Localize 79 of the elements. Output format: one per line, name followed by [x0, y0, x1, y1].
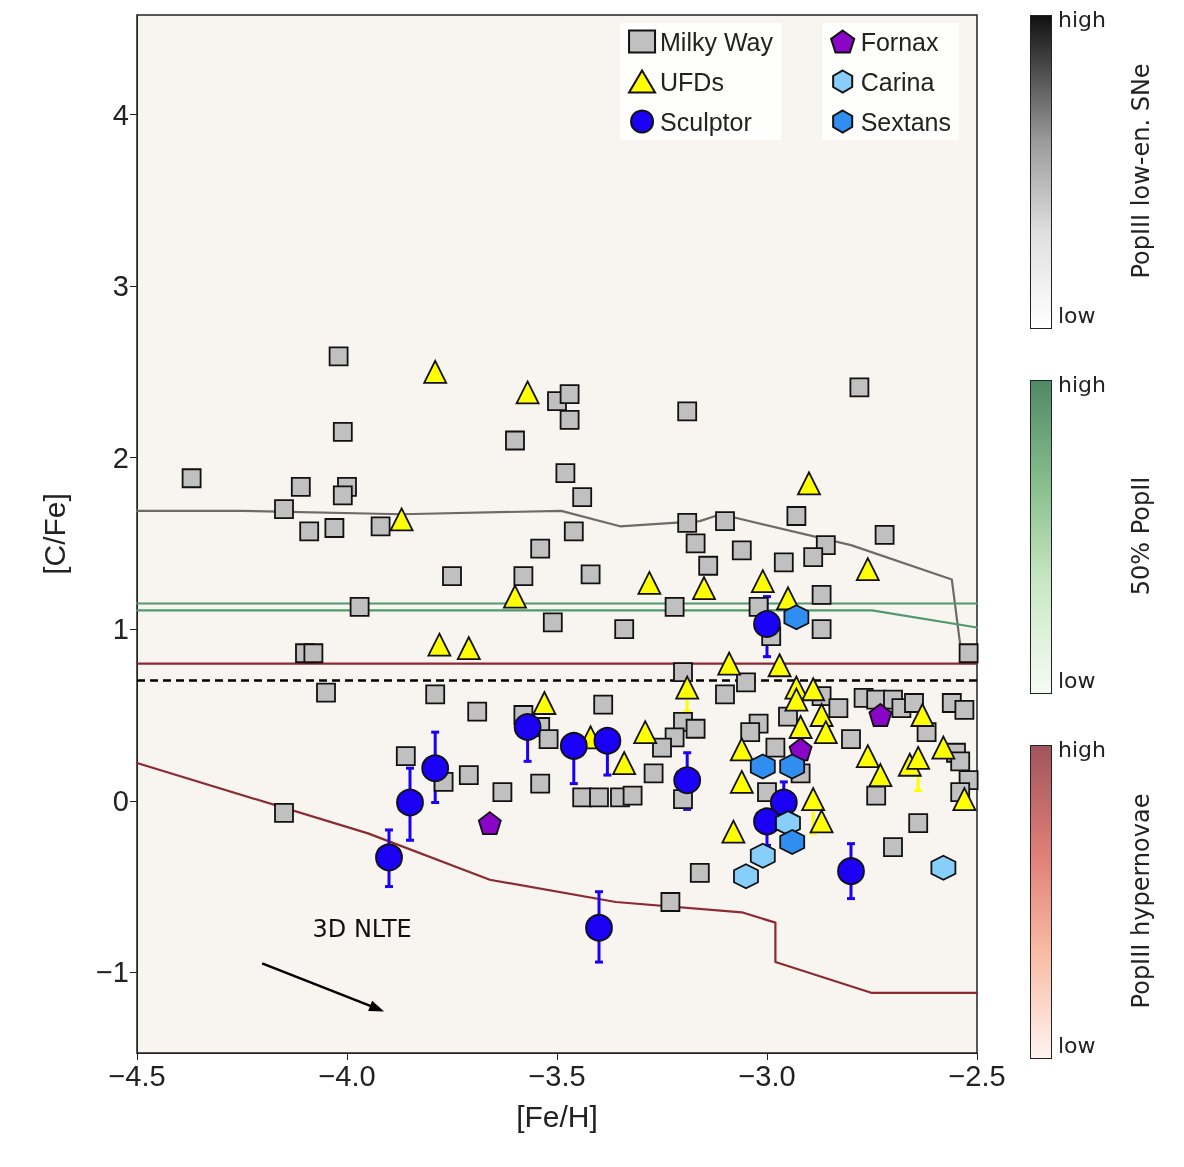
point [749, 753, 776, 780]
point [673, 766, 702, 795]
point [675, 675, 700, 700]
legend-label: Carina [860, 67, 935, 96]
annotation: 3D NLTE [312, 915, 412, 944]
text: 50% PopII [1127, 476, 1155, 596]
legend-label: UFDs [660, 67, 724, 96]
x-tick-label: −4.5 [108, 1059, 166, 1092]
point [515, 380, 540, 405]
point [423, 359, 448, 384]
point [906, 746, 931, 770]
y-tick-label: 1 [112, 613, 129, 646]
x-tick-label: −4.0 [318, 1059, 376, 1092]
point [585, 913, 613, 942]
legend-label: Milky Way [660, 27, 774, 56]
point [797, 471, 821, 496]
y-tick-label: 4 [112, 98, 129, 131]
text: low [1058, 668, 1096, 693]
point [868, 763, 893, 787]
point [931, 735, 956, 760]
point [809, 703, 834, 727]
y-tick-label: 0 [112, 784, 129, 817]
point [456, 636, 481, 660]
point [721, 819, 746, 844]
point [612, 751, 637, 775]
point [855, 744, 880, 769]
x-tick-label: −2.5 [948, 1059, 1006, 1092]
text: high [1058, 737, 1106, 762]
point [837, 857, 865, 886]
y-tick-label: 3 [112, 270, 129, 303]
point [930, 854, 957, 881]
x-tick-label: −3.0 [738, 1059, 796, 1092]
point [729, 737, 754, 762]
text: high [1058, 7, 1106, 32]
point [783, 604, 810, 631]
point [801, 787, 826, 811]
point [477, 811, 502, 835]
y-tick-label: −1 [95, 956, 129, 989]
x-tick-label: −3.5 [528, 1059, 586, 1092]
point [779, 829, 806, 855]
point [779, 753, 806, 780]
point [788, 715, 813, 739]
point [375, 843, 403, 872]
text: PopIII hypernovae [1127, 793, 1155, 1009]
text: low [1058, 1033, 1096, 1058]
point [633, 720, 658, 745]
point [637, 571, 662, 595]
point [855, 557, 880, 582]
text: PopIII low-en. SNe [1127, 63, 1155, 279]
text: low [1058, 303, 1096, 328]
point [593, 726, 622, 755]
point [396, 788, 424, 817]
point [559, 732, 588, 760]
point [421, 754, 450, 783]
point [749, 842, 776, 869]
point [733, 863, 759, 890]
y-tick-label: 2 [112, 441, 129, 474]
point [692, 576, 716, 600]
point [717, 651, 742, 676]
point [868, 703, 893, 727]
legend-label: Fornax [860, 27, 939, 56]
point [427, 632, 452, 657]
point [750, 569, 775, 594]
legend-label: Sculptor [660, 107, 752, 136]
point [775, 810, 801, 836]
point [813, 720, 838, 745]
point [784, 687, 809, 712]
legend-label: Sextans [860, 107, 952, 136]
point [910, 703, 935, 727]
point [809, 809, 834, 834]
point [767, 653, 792, 678]
point [729, 770, 754, 794]
point [532, 691, 557, 715]
x-axis-title: [Fe/H] [516, 1099, 598, 1133]
point [389, 507, 414, 532]
y-axis-title: [C/Fe] [37, 493, 71, 575]
line-series [135, 761, 979, 995]
point [503, 584, 527, 609]
text: high [1058, 372, 1106, 397]
